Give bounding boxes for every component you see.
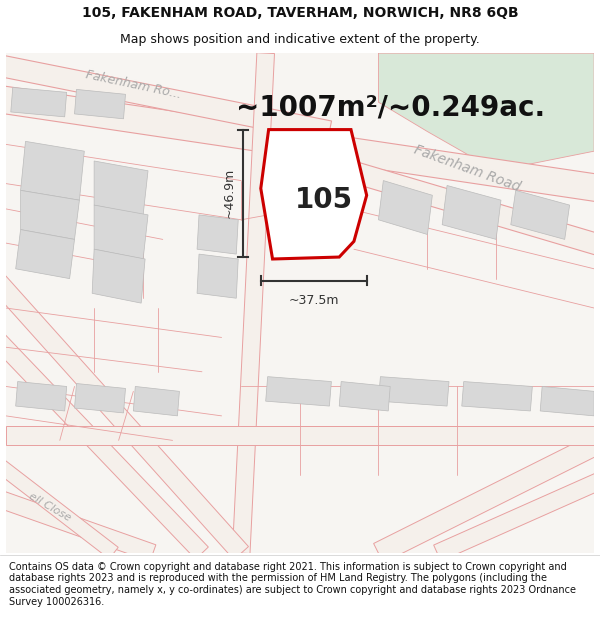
Polygon shape — [374, 426, 600, 562]
Polygon shape — [74, 89, 125, 119]
Polygon shape — [6, 426, 594, 445]
Polygon shape — [16, 229, 74, 279]
Polygon shape — [442, 186, 501, 239]
Polygon shape — [0, 486, 156, 561]
Polygon shape — [133, 386, 179, 416]
Polygon shape — [339, 381, 390, 411]
Text: ~37.5m: ~37.5m — [289, 294, 339, 308]
Polygon shape — [379, 181, 433, 234]
Polygon shape — [197, 215, 238, 254]
Polygon shape — [0, 84, 600, 204]
Polygon shape — [346, 161, 600, 259]
Polygon shape — [0, 52, 332, 142]
Text: Map shows position and indicative extent of the property.: Map shows position and indicative extent… — [120, 33, 480, 46]
Polygon shape — [379, 53, 594, 171]
Text: Fakenham Ro...: Fakenham Ro... — [84, 68, 182, 101]
Polygon shape — [11, 88, 67, 117]
Polygon shape — [261, 129, 367, 259]
Polygon shape — [462, 381, 532, 411]
Text: ~1007m²/~0.249ac.: ~1007m²/~0.249ac. — [236, 93, 545, 121]
Polygon shape — [540, 386, 594, 416]
Polygon shape — [232, 52, 274, 554]
Text: 105: 105 — [295, 186, 353, 214]
Polygon shape — [94, 205, 148, 259]
Text: 105, FAKENHAM ROAD, TAVERHAM, NORWICH, NR8 6QB: 105, FAKENHAM ROAD, TAVERHAM, NORWICH, N… — [82, 6, 518, 20]
Polygon shape — [20, 191, 79, 239]
Polygon shape — [511, 191, 569, 239]
Text: ell Close: ell Close — [27, 491, 73, 523]
Polygon shape — [20, 141, 85, 200]
Polygon shape — [434, 467, 600, 561]
Polygon shape — [197, 254, 238, 298]
Polygon shape — [0, 321, 208, 559]
Polygon shape — [16, 381, 67, 411]
Polygon shape — [74, 384, 125, 413]
Polygon shape — [0, 262, 248, 559]
Polygon shape — [379, 377, 449, 406]
Polygon shape — [92, 249, 145, 303]
Polygon shape — [0, 449, 118, 559]
Polygon shape — [266, 377, 331, 406]
Text: Contains OS data © Crown copyright and database right 2021. This information is : Contains OS data © Crown copyright and d… — [9, 562, 576, 606]
Text: ~46.9m: ~46.9m — [222, 168, 235, 219]
Text: Fakenham Road: Fakenham Road — [412, 143, 522, 194]
Polygon shape — [94, 161, 148, 215]
